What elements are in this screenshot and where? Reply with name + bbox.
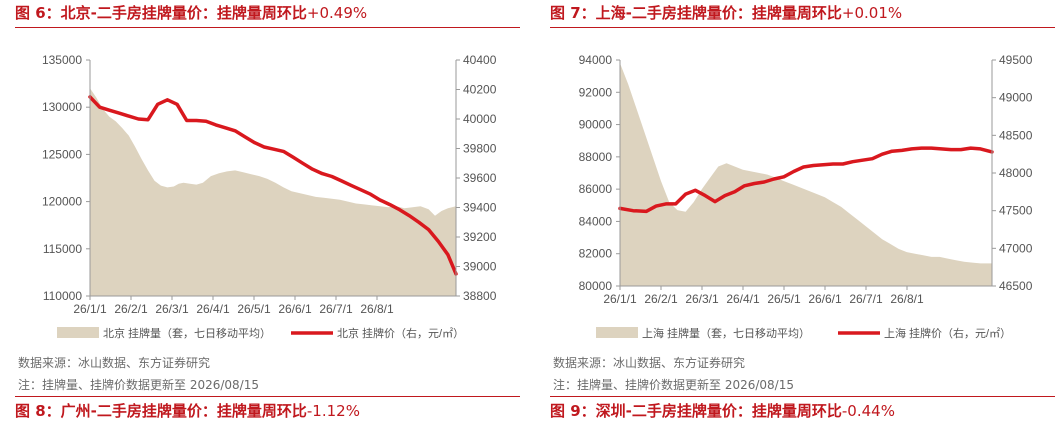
legend-label-line: 北京 挂牌价（右，元/㎡） bbox=[337, 326, 464, 340]
right-tick-label: 47000 bbox=[999, 241, 1033, 255]
update-note: 注：挂牌量、挂牌价数据更新至 2026/08/15 bbox=[553, 378, 794, 392]
right-tick-label: 48500 bbox=[999, 128, 1033, 142]
data-source-note: 数据来源：冰山数据、东方证券研究 bbox=[18, 356, 211, 370]
left-tick-label: 115000 bbox=[43, 242, 82, 256]
panel-shanghai: 图 7：上海-二手房挂牌量价：挂牌量周环比+0.01% 80000 82000 84… bbox=[550, 0, 1055, 423]
x-tick-label: 26/7/1 bbox=[849, 292, 883, 306]
panel-beijing: 图 6：北京-二手房挂牌量价：挂牌量周环比+0.49% 110000 115000… bbox=[15, 0, 520, 423]
legend-label-area: 上海 挂牌量（套，七日移动平均） bbox=[642, 326, 810, 340]
chart-shanghai: 80000 82000 84000 86000 88000 90000 92000 94000… bbox=[579, 53, 1033, 340]
left-tick-label: 88000 bbox=[579, 150, 613, 164]
x-tick-label: 26/5/1 bbox=[237, 302, 271, 316]
data-source-note: 数据来源：冰山数据、东方证券研究 bbox=[553, 356, 746, 370]
left-tick-label: 80000 bbox=[579, 279, 613, 293]
right-tick-label: 39000 bbox=[463, 260, 497, 274]
left-tick-label: 120000 bbox=[42, 195, 82, 209]
figure-title: 图 6：北京-二手房挂牌量价：挂牌量周环比+0.49% bbox=[15, 0, 520, 28]
x-tick-label: 26/1/1 bbox=[73, 302, 107, 316]
x-tick-label: 26/3/1 bbox=[155, 302, 189, 316]
right-tick-label: 39800 bbox=[463, 142, 497, 156]
next-figure-title-percent: -0.44% bbox=[841, 402, 895, 420]
right-tick-label: 46500 bbox=[999, 279, 1033, 293]
left-tick-label: 92000 bbox=[579, 85, 613, 99]
legend-label-area: 北京 挂牌量（套，七日移动平均） bbox=[103, 326, 271, 340]
figure-title-percent: +0.01% bbox=[841, 4, 903, 22]
right-tick-label: 40000 bbox=[463, 112, 497, 126]
right-tick-label: 39400 bbox=[463, 201, 497, 215]
x-tick-label: 26/8/1 bbox=[890, 292, 924, 306]
x-tick-label: 26/5/1 bbox=[767, 292, 801, 306]
x-tick-label: 26/4/1 bbox=[726, 292, 760, 306]
legend-swatch-area bbox=[57, 327, 99, 338]
update-note: 注：挂牌量、挂牌价数据更新至 2026/08/15 bbox=[18, 378, 259, 392]
next-figure-title: 图 9：深圳-二手房挂牌量价：挂牌量周环比-0.44% bbox=[550, 396, 1055, 423]
left-tick-label: 84000 bbox=[579, 214, 613, 228]
x-tick-label: 26/2/1 bbox=[114, 302, 148, 316]
left-tick-label: 110000 bbox=[43, 289, 82, 303]
legend-label-line: 上海 挂牌价（右，元/㎡） bbox=[884, 326, 1011, 340]
x-tick-label: 26/4/1 bbox=[196, 302, 230, 316]
left-tick-label: 82000 bbox=[579, 247, 613, 261]
right-tick-label: 38800 bbox=[463, 289, 497, 303]
right-tick-label: 48000 bbox=[999, 166, 1033, 180]
right-tick-label: 40400 bbox=[463, 53, 497, 67]
left-tick-label: 86000 bbox=[579, 182, 613, 196]
right-tick-label: 40200 bbox=[463, 83, 497, 97]
series-area-0 bbox=[620, 63, 992, 287]
x-tick-label: 26/1/1 bbox=[603, 292, 637, 306]
left-tick-label: 94000 bbox=[579, 53, 613, 67]
right-tick-label: 49500 bbox=[999, 53, 1033, 67]
right-tick-label: 47500 bbox=[999, 204, 1033, 218]
series-line-1 bbox=[88, 95, 458, 276]
figure-title: 图 7：上海-二手房挂牌量价：挂牌量周环比+0.01% bbox=[550, 0, 1055, 28]
next-figure-title: 图 8：广州-二手房挂牌量价：挂牌量周环比-1.12% bbox=[15, 396, 520, 423]
x-tick-label: 26/6/1 bbox=[808, 292, 842, 306]
x-tick-label: 26/7/1 bbox=[319, 302, 353, 316]
next-figure-title-percent: -1.12% bbox=[306, 402, 360, 420]
right-tick-label: 49000 bbox=[999, 91, 1033, 105]
right-tick-label: 39200 bbox=[463, 230, 497, 244]
series-area-0 bbox=[90, 88, 456, 296]
x-tick-label: 26/6/1 bbox=[278, 302, 312, 316]
series-line-1 bbox=[618, 146, 994, 214]
left-tick-label: 90000 bbox=[579, 118, 613, 132]
left-tick-label: 135000 bbox=[42, 53, 82, 67]
chart-beijing: 110000 115000 120000 125000 130000 135000 3880… bbox=[42, 53, 497, 340]
x-tick-label: 26/2/1 bbox=[644, 292, 678, 306]
legend-swatch-area bbox=[596, 327, 638, 338]
left-tick-label: 125000 bbox=[42, 147, 82, 161]
x-tick-label: 26/8/1 bbox=[360, 302, 394, 316]
figure-title-percent: +0.49% bbox=[306, 4, 368, 22]
x-tick-label: 26/3/1 bbox=[685, 292, 719, 306]
right-tick-label: 39600 bbox=[463, 171, 497, 185]
left-tick-label: 130000 bbox=[42, 100, 82, 114]
